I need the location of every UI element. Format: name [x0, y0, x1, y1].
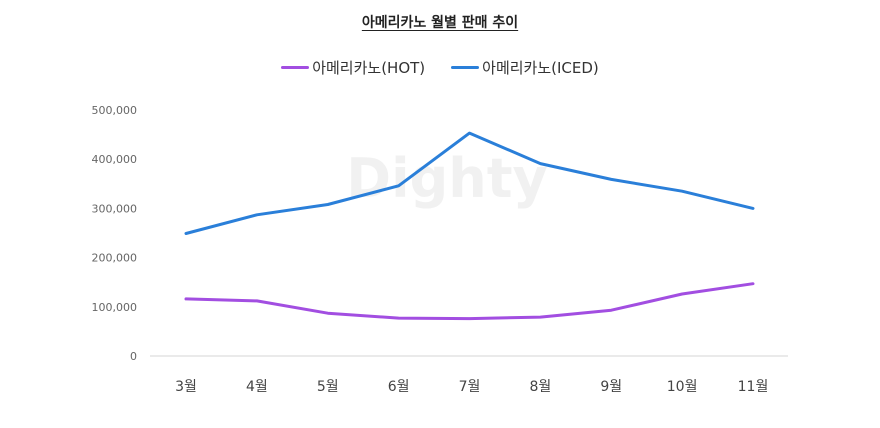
watermark-text: Dighty: [346, 147, 547, 210]
legend-item-hot: 아메리카노(HOT): [281, 57, 425, 78]
y-axis: 0 100,000 200,000 300,000 400,000 500,000: [92, 104, 138, 363]
y-tick-label: 200,000: [92, 252, 138, 265]
legend-swatch-iced: [451, 66, 480, 69]
x-tick-label: 9월: [600, 379, 622, 395]
legend: 아메리카노(HOT) 아메리카노(ICED): [0, 57, 880, 78]
x-tick-label: 5월: [317, 379, 339, 395]
x-tick-label: 4월: [246, 379, 268, 395]
legend-swatch-hot: [281, 66, 310, 69]
y-tick-label: 500,000: [92, 104, 138, 117]
x-tick-label: 7월: [459, 379, 481, 395]
x-tick-label: 11월: [738, 379, 769, 395]
series-lines: [184, 131, 755, 321]
y-tick-label: 400,000: [92, 153, 138, 166]
legend-label-hot: 아메리카노(HOT): [312, 59, 426, 77]
y-tick-label: 100,000: [92, 301, 138, 314]
x-tick-label: 6월: [388, 379, 410, 395]
chart-title: 아메리카노 월별 판매 추이: [361, 15, 519, 31]
x-tick-label: 10월: [667, 379, 698, 395]
legend-label-iced: 아메리카노(ICED): [482, 59, 599, 77]
x-tick-label: 8월: [529, 379, 551, 395]
series-line-iced: [184, 131, 755, 235]
legend-item-iced: 아메리카노(ICED): [451, 57, 599, 78]
x-axis: 3월 4월 5월 6월 7월 8월 9월 10월 11월: [175, 379, 768, 395]
y-tick-label: 0: [130, 350, 137, 363]
x-tick-label: 3월: [175, 379, 197, 395]
series-line-hot: [184, 282, 755, 321]
y-tick-label: 300,000: [92, 202, 138, 215]
